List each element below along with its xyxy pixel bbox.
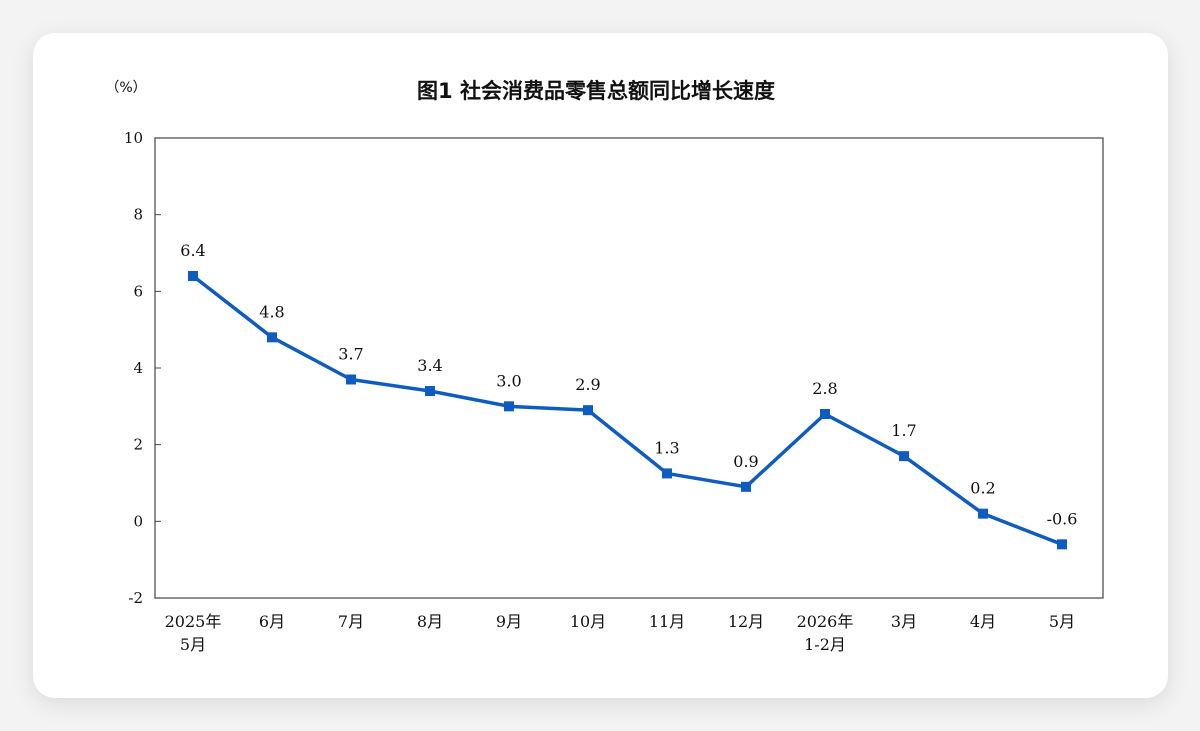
y-axis-unit-label: （%）: [105, 80, 146, 96]
data-point-marker: [504, 401, 514, 412]
x-axis-labels: 2025年 5月 6月 7月 8月 9月 10月 11月 12月 2026年 1-2月 3月 4月 5月: [165, 612, 1075, 654]
plot-area-frame: [154, 137, 1104, 599]
y-tick-label: 4: [133, 359, 143, 377]
y-tick-label: -2: [128, 589, 143, 607]
y-tick-label: 8: [133, 206, 143, 224]
data-label: 0.9: [733, 452, 758, 471]
data-label: 3.4: [417, 356, 442, 375]
x-tick-label: 5月: [1049, 612, 1075, 631]
data-label: 4.8: [259, 302, 284, 321]
data-label: 1.3: [654, 438, 679, 457]
line-chart: 图1 社会消费品零售总额同比增长速度 （%） -2 0 2 4 6 8 10 2025年 5月…: [105, 79, 1104, 654]
data-point-marker: [425, 386, 435, 396]
data-point-marker: [1057, 539, 1067, 550]
x-tick-label: 2026年: [797, 612, 854, 631]
data-point-marker: [662, 468, 672, 479]
data-label: -0.6: [1047, 509, 1078, 528]
data-point-marker: [267, 332, 277, 343]
series-markers: [188, 271, 1067, 550]
y-tick-label: 2: [133, 436, 143, 454]
x-tick-label: 1-2月: [804, 635, 846, 654]
chart-title: 图1 社会消费品零售总额同比增长速度: [417, 79, 775, 103]
x-tick-label: 7月: [338, 612, 364, 631]
x-tick-label: 11月: [649, 612, 685, 631]
y-axis-ticks: -2 0 2 4 6 8 10: [124, 129, 161, 607]
data-point-marker: [583, 405, 593, 416]
y-tick-label: 10: [124, 129, 143, 147]
y-tick-label: 6: [133, 282, 143, 300]
chart-card: 图1 社会消费品零售总额同比增长速度 （%） -2 0 2 4 6 8 10 2025年 5月…: [33, 33, 1168, 698]
x-tick-label: 8月: [417, 612, 443, 631]
data-point-marker: [820, 409, 830, 419]
data-label: 2.8: [812, 379, 837, 398]
data-label: 2.9: [575, 375, 600, 394]
x-tick-label: 6月: [259, 612, 285, 631]
data-point-marker: [899, 451, 909, 462]
x-tick-label: 5月: [180, 635, 206, 654]
data-point-marker: [188, 271, 198, 281]
x-tick-label: 12月: [728, 612, 764, 631]
data-label: 3.0: [496, 371, 521, 390]
data-point-marker: [741, 481, 751, 492]
x-tick-label: 10月: [570, 612, 606, 631]
x-tick-label: 4月: [970, 612, 996, 631]
x-tick-label: 2025年: [165, 612, 222, 631]
data-label: 6.4: [180, 241, 205, 260]
x-tick-label: 3月: [891, 612, 917, 631]
data-label: 1.7: [891, 421, 916, 440]
data-labels: 6.4 4.8 3.7 3.4 3.0 2.9 1.3 0.9 2.8 1.7 0.2 -0.6: [180, 241, 1077, 528]
series-line: [191, 274, 1064, 547]
data-point-marker: [978, 508, 988, 519]
y-tick-label: 0: [133, 512, 143, 530]
data-label: 3.7: [338, 345, 363, 364]
data-label: 0.2: [970, 479, 995, 498]
x-tick-label: 9月: [496, 612, 522, 631]
data-point-marker: [346, 374, 356, 385]
